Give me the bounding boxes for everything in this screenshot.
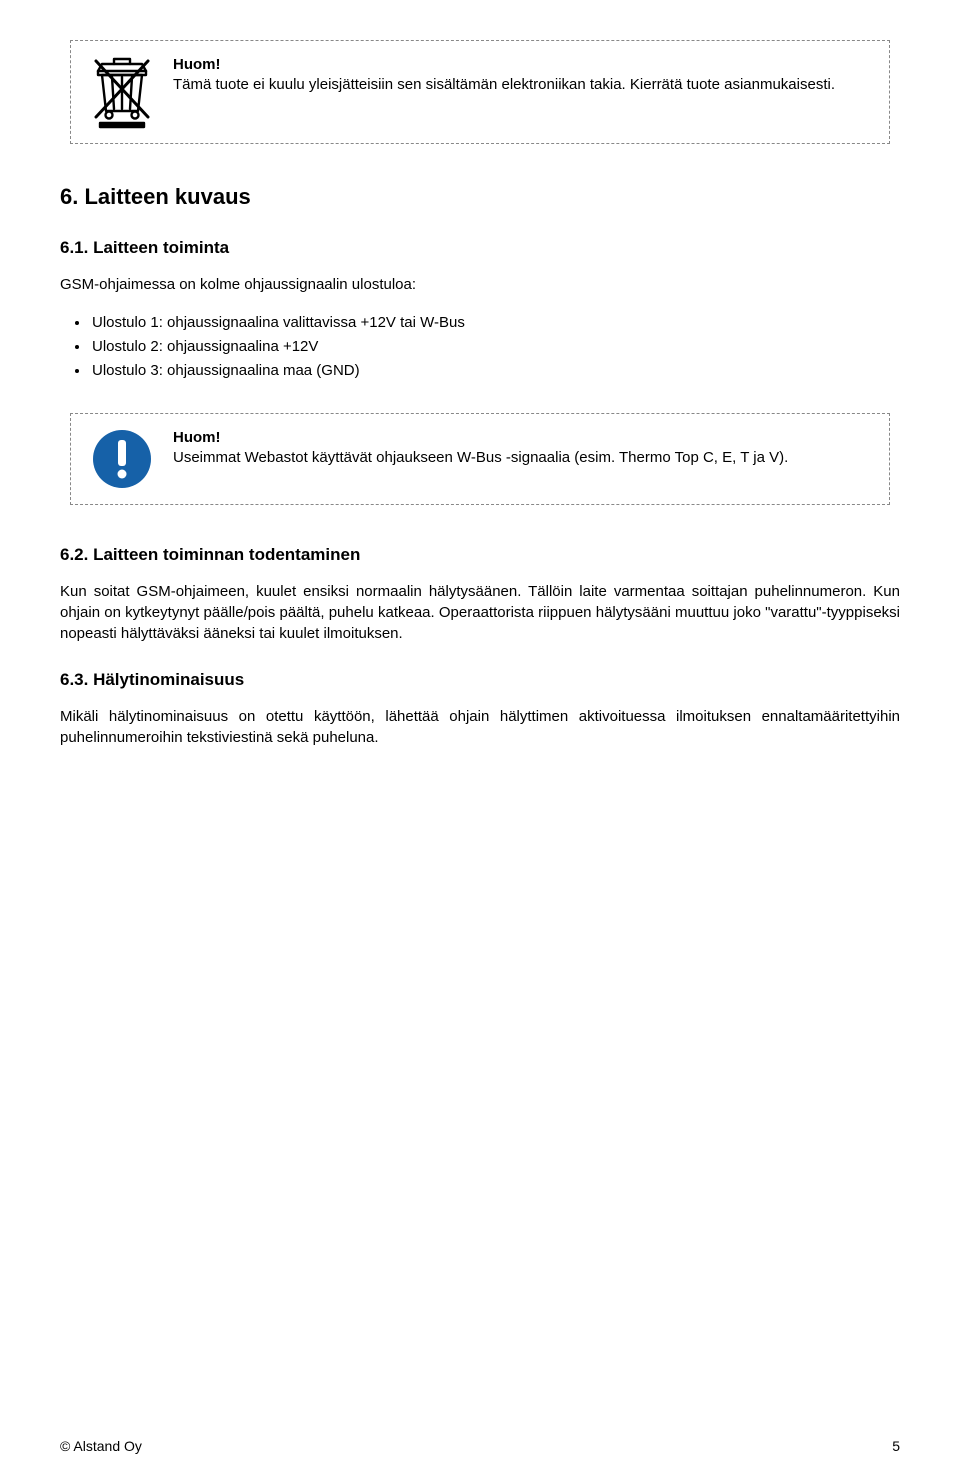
subsection-6-3-heading: 6.3. Hälytinominaisuus [60,670,900,690]
notice-info: Huom! Useimmat Webastot käyttävät ohjauk… [70,413,890,505]
subsection-6-2-heading: 6.2. Laitteen toiminnan todentaminen [60,545,900,565]
list-item: Ulostulo 2: ohjaussignaalina +12V [90,335,900,359]
notice-weee: Huom! Tämä tuote ei kuulu yleisjätteisii… [70,40,890,144]
sub62-body: Kun soitat GSM-ohjaimeen, kuulet ensiksi… [60,581,900,644]
footer-copyright: © Alstand Oy [60,1438,142,1454]
notice-body: Tämä tuote ei kuulu yleisjätteisiin sen … [173,76,835,93]
sub61-intro: GSM-ohjaimessa on kolme ohjaussignaalin … [60,274,900,295]
exclamation-icon [87,428,157,490]
page-footer: © Alstand Oy 5 [60,1438,900,1454]
sub63-body: Mikäli hälytinominaisuus on otettu käytt… [60,706,900,748]
subsection-6-1-heading: 6.1. Laitteen toiminta [60,238,900,258]
section-6-heading: 6. Laitteen kuvaus [60,184,900,210]
list-item: Ulostulo 3: ohjaussignaalina maa (GND) [90,359,900,383]
notice-info-text: Huom! Useimmat Webastot käyttävät ohjauk… [173,428,873,469]
list-item: Ulostulo 1: ohjaussignaalina valittaviss… [90,311,900,335]
notice-title: Huom! [173,55,873,75]
sub61-list: Ulostulo 1: ohjaussignaalina valittaviss… [60,311,900,383]
notice-weee-text: Huom! Tämä tuote ei kuulu yleisjätteisii… [173,55,873,96]
notice-body: Useimmat Webastot käyttävät ohjaukseen W… [173,449,788,466]
footer-page-number: 5 [892,1438,900,1454]
weee-bin-icon [87,55,157,129]
notice-title: Huom! [173,428,873,448]
